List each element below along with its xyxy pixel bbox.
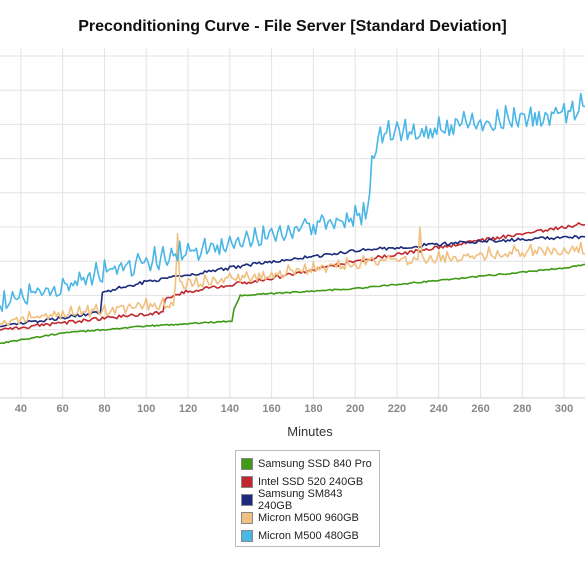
legend-item: Samsung SSD 840 Pro (241, 455, 379, 473)
x-tick-label: 220 (388, 403, 406, 415)
x-tick-label: 240 (430, 403, 448, 415)
x-axis-label: Minutes (287, 424, 333, 439)
legend-label: Samsung SSD 840 Pro (258, 458, 372, 470)
x-tick-label: 40 (15, 403, 27, 415)
legend-item: Micron M500 480GB (241, 527, 379, 545)
chart-title: Preconditioning Curve - File Server [Sta… (78, 18, 507, 35)
legend-label: Samsung SM843 240GB (257, 488, 343, 512)
x-tick-label: 200 (346, 403, 364, 415)
x-tick-label: 280 (513, 403, 531, 415)
legend-swatch (241, 530, 253, 542)
x-tick-label: 260 (471, 403, 489, 415)
grid-layer (0, 48, 585, 399)
series-line-2 (0, 222, 585, 331)
legend-item: Micron M500 960GB (241, 509, 379, 527)
legend-item: Intel SSD 520 240GB (241, 473, 379, 491)
legend-label: Intel SSD 520 240GB (258, 476, 364, 488)
legend-label: Micron M500 960GB (258, 512, 359, 524)
x-tick-label: 80 (98, 403, 110, 415)
tick-layer: 40 60 80 100 120 140 160 180 200 220 240 260 280 300 (15, 403, 574, 415)
legend-swatch (241, 476, 253, 488)
series-line-5 (0, 92, 585, 312)
legend-swatch (241, 458, 253, 470)
series-line-4 (0, 226, 585, 327)
legend-item: Samsung SM843 240GB (241, 488, 379, 512)
x-tick-label: 160 (262, 403, 280, 415)
series-layer (0, 92, 585, 345)
legend-swatch (241, 494, 253, 506)
x-tick-label: 60 (57, 403, 69, 415)
x-tick-label: 120 (179, 403, 197, 415)
x-tick-label: 100 (137, 403, 155, 415)
series-line-1 (0, 263, 585, 345)
x-tick-label: 300 (555, 403, 573, 415)
legend-swatch (241, 512, 253, 524)
series-line-3 (0, 235, 585, 328)
legend: Samsung SSD 840 Pro Intel SSD 520 240GB … (235, 450, 380, 547)
x-tick-label: 180 (304, 403, 322, 415)
legend-label: Micron M500 480GB (258, 530, 359, 542)
x-tick-label: 140 (221, 403, 239, 415)
